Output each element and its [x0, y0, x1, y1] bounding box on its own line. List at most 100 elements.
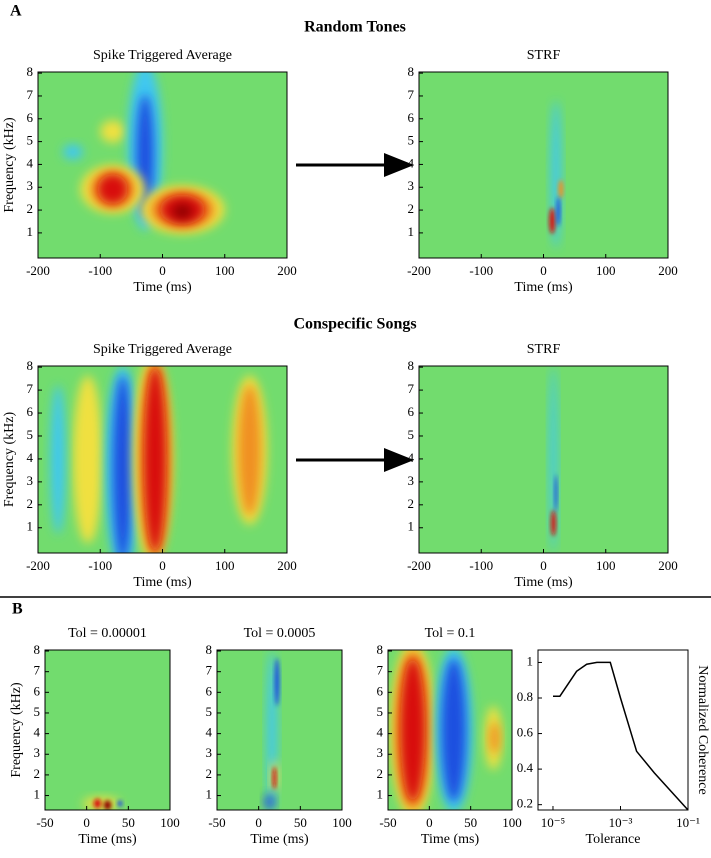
heatmap-blob: [549, 207, 556, 234]
x-tick-label: 10⁻¹: [676, 815, 700, 830]
panel: -200 -100 0 100 200 1 2 3 4 5 6 7 8 Spike Triggered A…: [2, 48, 297, 295]
plot-frame: [537, 649, 689, 811]
x-axis-label: Time (ms): [250, 832, 309, 847]
x-tick-label: 0: [426, 815, 433, 830]
x-tick-label: 100: [215, 263, 235, 278]
y-tick-label: 2: [377, 766, 384, 781]
y-tick-label: 5: [377, 704, 384, 719]
heatmap-background: [217, 650, 342, 810]
x-tick-label: 10⁻³: [609, 815, 633, 830]
y-tick-label: 7: [34, 663, 41, 678]
y-tick-label: 8: [27, 64, 34, 79]
y-tick-label: 0.8: [517, 689, 533, 704]
x-axis-label: Time (ms): [514, 280, 573, 295]
y-tick-label: 3: [377, 745, 384, 760]
plot-frame: [216, 649, 343, 811]
chart-title: STRF: [527, 48, 561, 63]
y-tick-label: 1: [206, 787, 213, 802]
chart-title: Tol = 0.00001: [68, 626, 147, 641]
heatmap-blob: [93, 798, 102, 809]
y-tick-label: 2: [27, 201, 34, 216]
y-tick-label: 2: [27, 496, 34, 511]
y-axis-label: Frequency (kHz): [2, 117, 17, 213]
y-tick-label: 5: [27, 427, 34, 442]
y-tick-label: 0.6: [517, 725, 534, 740]
y-tick-label: 1: [527, 653, 534, 668]
heatmap-blob: [556, 196, 561, 227]
heatmap-background: [45, 650, 170, 810]
y-tick-label: 7: [408, 87, 415, 102]
x-tick-label: 200: [277, 263, 297, 278]
y-tick-label: 4: [408, 155, 415, 170]
panel: -200 -100 0 100 200 1 2 3 4 5 6 7 8 Spike Triggered A…: [2, 342, 297, 590]
y-tick-label: 5: [408, 133, 415, 148]
chart-title: STRF: [527, 342, 561, 357]
x-tick-label: -100: [88, 558, 112, 573]
y-tick-label: 3: [27, 473, 34, 488]
x-tick-label: 0: [159, 558, 166, 573]
y-tick-label: 3: [408, 178, 415, 193]
heatmap-blob: [62, 144, 83, 160]
y-tick-label: 2: [408, 496, 415, 511]
chart-title: Tol = 0.0005: [244, 626, 316, 641]
heatmap-background: [419, 366, 668, 553]
panel-label: B: [12, 601, 23, 618]
x-tick-label: -50: [208, 815, 225, 830]
x-tick-label: 200: [658, 263, 678, 278]
heatmap-blob: [238, 384, 261, 516]
y-axis-label: Frequency (kHz): [9, 682, 24, 778]
x-tick-label: 0: [159, 263, 166, 278]
x-tick-label: 0: [255, 815, 262, 830]
heatmap-blob: [97, 174, 128, 205]
chart-title: Spike Triggered Average: [93, 48, 232, 63]
y-tick-label: 4: [206, 725, 213, 740]
panel: -200 -100 0 100 200 1 2 3 4 5 6 7 8 STRF Time (ms): [407, 342, 678, 590]
x-tick-label: 100: [215, 558, 235, 573]
x-tick-label: 200: [658, 558, 678, 573]
y-tick-label: 0.4: [517, 760, 534, 775]
heatmap-image: [419, 72, 668, 258]
y-axis-label: Frequency (kHz): [2, 412, 17, 508]
y-tick-label: 6: [206, 683, 213, 698]
panel: -50 0 50 100 1 2 3 4 5 6 7 8 Tol = 0.0005 Time (ms): [206, 626, 352, 847]
heatmap-blob: [558, 179, 564, 199]
x-tick-label: -200: [407, 558, 431, 573]
y-tick-label: 4: [408, 450, 415, 465]
chart-title: Tol = 0.1: [425, 626, 476, 641]
section-title: Conspecific Songs: [293, 316, 416, 333]
heatmap-blob: [274, 658, 280, 706]
y-tick-label: 6: [34, 683, 41, 698]
heatmap-blob: [103, 800, 112, 810]
x-tick-label: -200: [407, 263, 431, 278]
heatmap-blob: [112, 375, 133, 553]
heatmap-background: [419, 72, 668, 258]
panel: 10⁻⁵ 10⁻³ 10⁻¹ 0.2 0.4 0.6 0.8 1 Tolerance Normal…: [517, 649, 710, 847]
x-tick-label: -100: [88, 263, 112, 278]
x-tick-label: 100: [596, 558, 616, 573]
x-tick-label: 50: [122, 815, 135, 830]
y-tick-label: 8: [377, 642, 384, 657]
y-tick-label: 6: [27, 404, 34, 419]
x-tick-label: -200: [26, 558, 50, 573]
x-tick-label: 0: [83, 815, 90, 830]
x-tick-label: 100: [160, 815, 180, 830]
x-tick-label: 50: [294, 815, 307, 830]
x-axis-label: Tolerance: [586, 832, 641, 847]
y-tick-label: 4: [27, 450, 34, 465]
heatmap-image: [45, 650, 170, 810]
y-tick-label: 1: [408, 519, 415, 534]
x-tick-label: 100: [502, 815, 522, 830]
heatmap-image: [388, 650, 512, 810]
heatmap-blob: [400, 658, 426, 802]
panel-label: A: [10, 3, 22, 20]
y-tick-label: 7: [27, 87, 34, 102]
heatmap-blob: [172, 204, 193, 219]
y-tick-label: 1: [34, 787, 41, 802]
x-axis-label: Time (ms): [133, 280, 192, 295]
y-tick-label: 2: [408, 201, 415, 216]
heatmap-image: [419, 366, 668, 553]
x-axis-label: Time (ms): [78, 832, 137, 847]
y-tick-label: 6: [408, 110, 415, 125]
x-tick-label: 0: [540, 558, 547, 573]
y-tick-label: 2: [206, 766, 213, 781]
